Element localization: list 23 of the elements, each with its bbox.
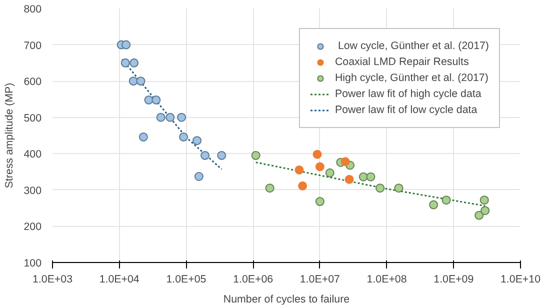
y-tick-label: 600 xyxy=(24,76,42,88)
y-tick-label: 700 xyxy=(24,40,42,52)
y-tick-label: 400 xyxy=(24,148,42,161)
x-axis-title: Number of cycles to failure xyxy=(223,294,350,306)
x-tick-label: 1.0E+09 xyxy=(434,274,474,286)
legend-label: Low cycle, Günther et al. (2017) xyxy=(336,39,489,53)
legend-label: Coaxial LMD Repair Results xyxy=(334,55,469,69)
legend-label: Power law fit of high cycle data xyxy=(334,87,482,101)
x-tick-label: 1.0E+08 xyxy=(366,274,407,286)
y-tick-label: 800 xyxy=(24,4,42,16)
y-tick-label: 100 xyxy=(24,258,42,270)
legend-label: Power law fit of low cycle data xyxy=(334,103,478,117)
y-tick-label: 300 xyxy=(24,184,42,197)
y-tick-label: 500 xyxy=(24,112,42,124)
x-tick-label: 1.0E+03 xyxy=(32,274,73,286)
y-tick-label: 200 xyxy=(24,221,42,234)
y-axis-title: Stress amplitude (MP) xyxy=(4,82,16,188)
x-tick-label: 1.0E+10 xyxy=(500,274,541,286)
x-tick-label: 1.0E+05 xyxy=(166,274,206,286)
x-tick-label: 1.0E+04 xyxy=(99,274,140,286)
legend-label: High cycle, Günther et al. (2017) xyxy=(334,71,488,85)
x-tick-label: 1.0E+07 xyxy=(300,274,340,286)
x-tick-label: 1.0E+06 xyxy=(233,274,274,286)
